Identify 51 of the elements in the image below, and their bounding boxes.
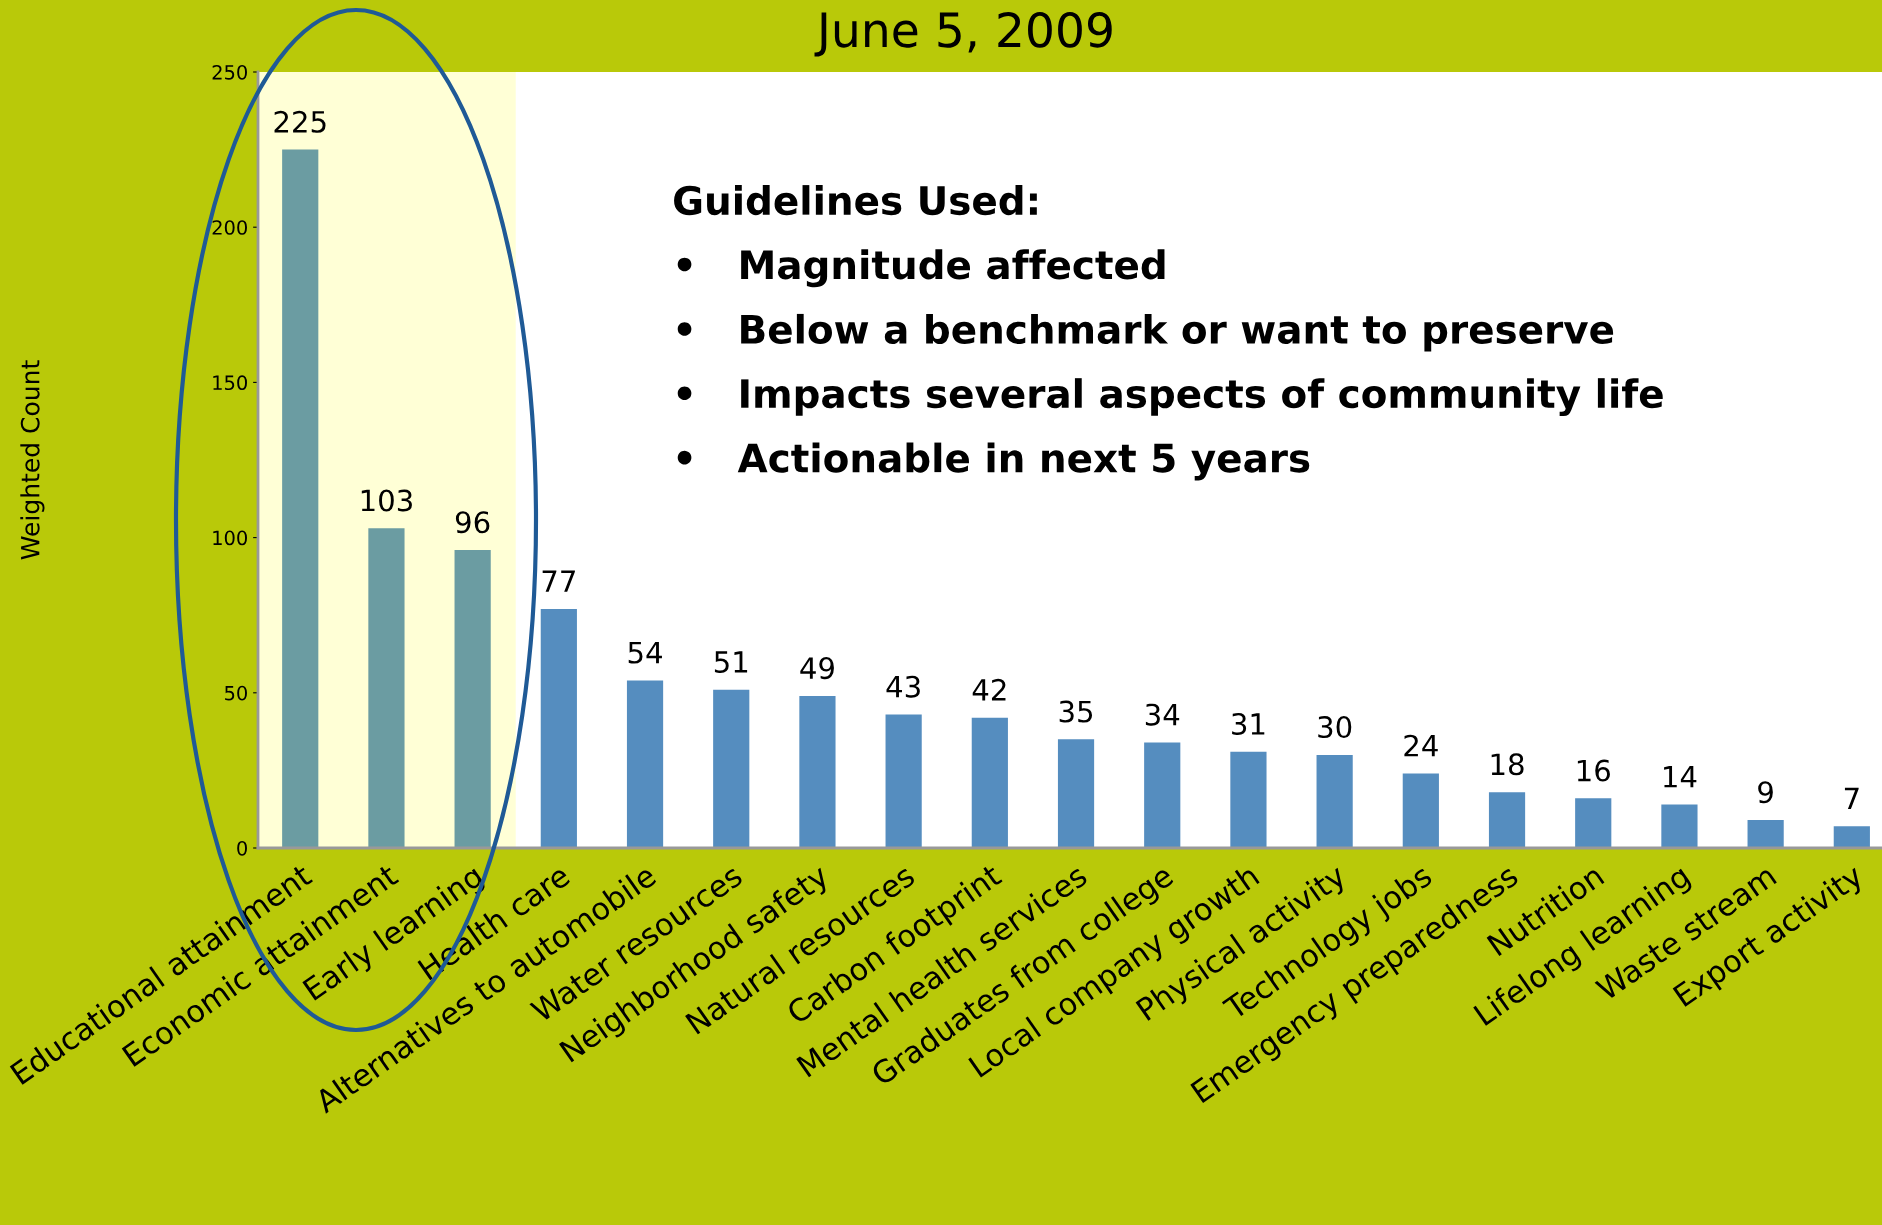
- annotation: Guidelines Used:: [674, 185, 1037, 216]
- data-label: 77: [542, 570, 575, 592]
- data-label: 14: [1664, 766, 1697, 788]
- chart-title: June 5, 2009: [814, 11, 1112, 57]
- bar: [885, 714, 922, 848]
- bar: [799, 695, 836, 848]
- bar: [1661, 804, 1698, 848]
- data-label: 16: [1577, 759, 1610, 782]
- data-label: 24: [1404, 734, 1438, 757]
- bar: [713, 689, 750, 848]
- y-tick-label: 200: [212, 220, 247, 235]
- data-label: 103: [361, 489, 412, 512]
- bar: [1488, 792, 1526, 848]
- bar: [1575, 798, 1612, 848]
- y-tick-label: 150: [213, 375, 247, 391]
- bar: [971, 717, 1008, 848]
- data-label: 30: [1318, 716, 1352, 739]
- data-label: 35: [1059, 700, 1093, 723]
- bar: [626, 680, 664, 848]
- data-label: 7: [1844, 787, 1859, 810]
- bar: [1747, 820, 1784, 848]
- annotation: • Impacts several aspects of community life: [677, 378, 1663, 417]
- bar: [540, 608, 577, 848]
- data-label: 31: [1232, 712, 1265, 736]
- data-label: 43: [886, 675, 920, 698]
- data-label: 34: [1145, 703, 1180, 726]
- bar: [1057, 739, 1095, 848]
- bar: [1144, 742, 1181, 848]
- bar: [368, 528, 405, 848]
- y-tick-label: 100: [213, 530, 247, 546]
- bar: [282, 149, 319, 848]
- data-label: 49: [800, 657, 834, 680]
- y-tick-label: 250: [212, 64, 247, 80]
- annotation: • Actionable in next 5 years: [677, 442, 1310, 481]
- bar: [1833, 826, 1870, 848]
- bar: [1402, 773, 1439, 848]
- bar: [1316, 754, 1353, 848]
- data-label: 54: [628, 641, 662, 664]
- data-label: 9: [1758, 781, 1773, 804]
- bar: [1230, 751, 1267, 848]
- data-label: 18: [1491, 753, 1524, 776]
- data-label: 51: [714, 651, 748, 673]
- y-tick-label: 0: [237, 840, 247, 856]
- data-label: 96: [455, 511, 490, 534]
- annotation: • Magnitude affected: [677, 249, 1165, 288]
- annotation: • Below a benchmark or want to preserve: [677, 313, 1614, 352]
- bar: [454, 550, 491, 848]
- y-tick-label: 50: [225, 685, 247, 701]
- data-label: 42: [972, 678, 1006, 701]
- data-label: 225: [274, 110, 326, 133]
- y-axis-title: Weighted Count: [20, 360, 45, 560]
